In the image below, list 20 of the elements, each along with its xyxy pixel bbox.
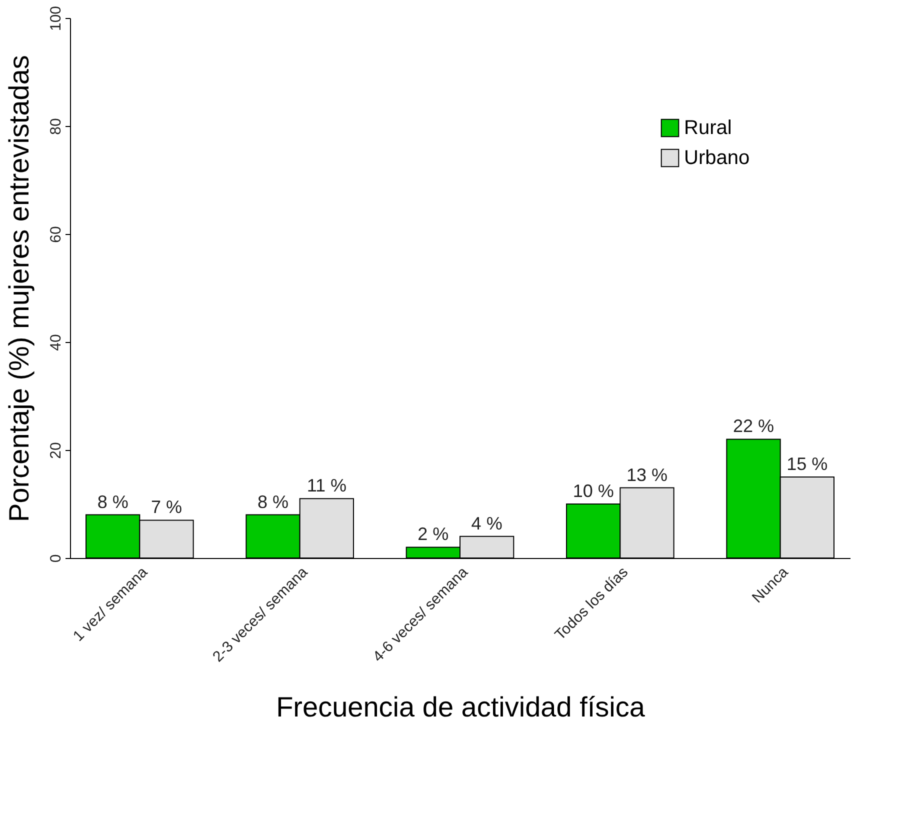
- y-axis-title: Porcentaje (%) mujeres entrevistadas: [4, 55, 34, 522]
- data-label: 10 %: [572, 481, 614, 501]
- data-label: 22 %: [732, 416, 774, 436]
- y-tick-label: 60: [48, 226, 64, 243]
- y-tick-label: 0: [48, 554, 64, 563]
- y-tick-label: 80: [48, 118, 64, 135]
- data-label: 8 %: [257, 492, 289, 512]
- legend-label: Urbano: [684, 147, 750, 169]
- data-label: 2 %: [418, 524, 449, 544]
- y-tick-label: 20: [48, 442, 64, 459]
- data-label: 13 %: [626, 464, 668, 485]
- y-tick-label: 100: [48, 6, 64, 32]
- data-label: 4 %: [471, 513, 502, 534]
- data-label: 7 %: [150, 497, 182, 518]
- data-label: 11 %: [306, 476, 347, 496]
- y-tick-label: 40: [48, 334, 64, 351]
- data-label: 15 %: [786, 454, 828, 474]
- legend-label: Rural: [684, 117, 732, 139]
- data-label: 8 %: [97, 492, 128, 512]
- x-axis-title: Frecuencia de actividad física: [276, 692, 646, 723]
